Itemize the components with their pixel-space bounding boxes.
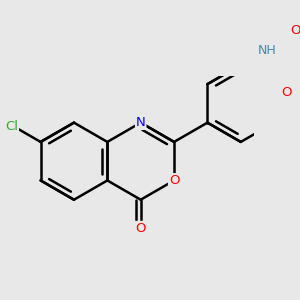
- Text: O: O: [136, 222, 146, 235]
- Text: Cl: Cl: [5, 120, 18, 133]
- Text: N: N: [136, 116, 146, 129]
- Text: O: O: [169, 174, 179, 187]
- Text: O: O: [290, 24, 300, 38]
- Text: NH: NH: [257, 44, 276, 57]
- Text: O: O: [281, 86, 292, 99]
